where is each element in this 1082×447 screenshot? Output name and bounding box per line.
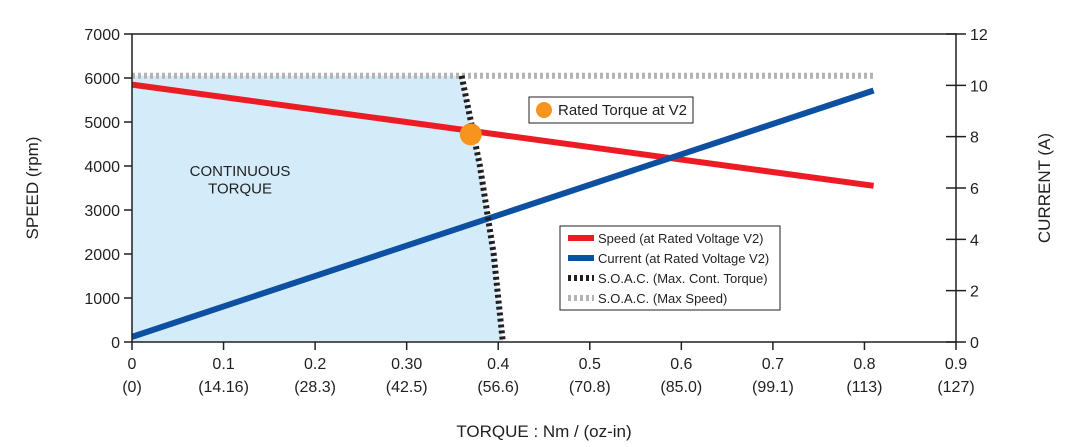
x-tick-label: 0.30	[391, 356, 422, 373]
y-tick-label: 2000	[84, 247, 120, 264]
region-label: CONTINUOUS TORQUE	[190, 163, 291, 198]
x-tick-label: 0	[128, 356, 137, 373]
y-tick-label: 6000	[84, 71, 120, 88]
legend-label-speed: Speed (at Rated Voltage V2)	[598, 231, 764, 246]
x-axis-title: TORQUE : Nm / (oz-in)	[456, 422, 631, 441]
x-tick-sublabel: (99.1)	[752, 379, 794, 396]
x-tick-label: 0.9	[945, 356, 967, 373]
legend-label-soac-max-speed: S.O.A.C. (Max Speed)	[598, 291, 727, 306]
y2-tick-label: 10	[970, 78, 988, 95]
continuous-torque-region-layer	[132, 75, 503, 343]
x-tick-label: 0.4	[487, 356, 509, 373]
x-tick-sublabel: (113)	[846, 379, 882, 396]
rated-torque-box	[528, 96, 694, 124]
y2-tick-label: 6	[970, 181, 979, 198]
x-tick-label: 0.2	[304, 356, 326, 373]
legend: Speed (at Rated Voltage V2) Current (at …	[559, 225, 781, 311]
x-tick-sublabel: (14.16)	[198, 379, 249, 396]
x-tick-sublabel: (28.3)	[294, 379, 336, 396]
y2-tick-label: 0	[970, 335, 979, 352]
y-axis-title: SPEED (rpm)	[23, 137, 42, 240]
y2-tick-label: 4	[970, 232, 979, 249]
rated-torque-point	[459, 123, 482, 146]
continuous-torque-region	[132, 75, 503, 343]
legend-label-soac-max-cont-torque: S.O.A.C. (Max. Cont. Torque)	[598, 271, 768, 286]
x-tick-sublabel: (0)	[122, 379, 142, 396]
speed-line	[131, 81, 875, 189]
rated-torque-label: Rated Torque at V2	[558, 102, 687, 119]
x-tick-label: 0.8	[853, 356, 875, 373]
x-tick-label: 0.7	[762, 356, 784, 373]
rated-torque-annotation: Rated Torque at V2	[528, 96, 694, 124]
current-line	[131, 87, 875, 340]
legend-label-current: Current (at Rated Voltage V2)	[598, 251, 769, 266]
y2-tick-label: 2	[970, 284, 979, 301]
x-tick-sublabel: (127)	[937, 379, 974, 396]
y-tick-label: 1000	[84, 291, 120, 308]
y-tick-label: 0	[111, 335, 120, 352]
y2-tick-label: 12	[970, 27, 988, 44]
x-tick-label: 0.5	[579, 356, 601, 373]
region-label-line-1: CONTINUOUS	[190, 163, 291, 180]
x-tick-label: 0.6	[670, 356, 692, 373]
y-tick-label: 4000	[84, 159, 120, 176]
x-tick-sublabel: (70.8)	[569, 379, 611, 396]
series-layer	[131, 72, 875, 343]
x-tick-label: 0.1	[212, 356, 234, 373]
y-tick-label: 5000	[84, 115, 120, 132]
rated-torque-key-marker	[536, 102, 552, 118]
y-tick-label: 3000	[84, 203, 120, 220]
legend-box	[559, 225, 781, 311]
axis-layer: 0 1000 2000 3000 4000 5000 6000 7000 0 2 4 6 8 10 12 0 (…	[84, 27, 987, 396]
x-tick-sublabel: (42.5)	[386, 379, 428, 396]
y2-tick-label: 8	[970, 130, 979, 147]
y-tick-label: 7000	[84, 27, 120, 44]
x-tick-sublabel: (85.0)	[660, 379, 702, 396]
y2-axis-title: CURRENT (A)	[1035, 133, 1054, 243]
x-tick-sublabel: (56.6)	[477, 379, 519, 396]
region-label-line-2: TORQUE	[208, 181, 272, 198]
